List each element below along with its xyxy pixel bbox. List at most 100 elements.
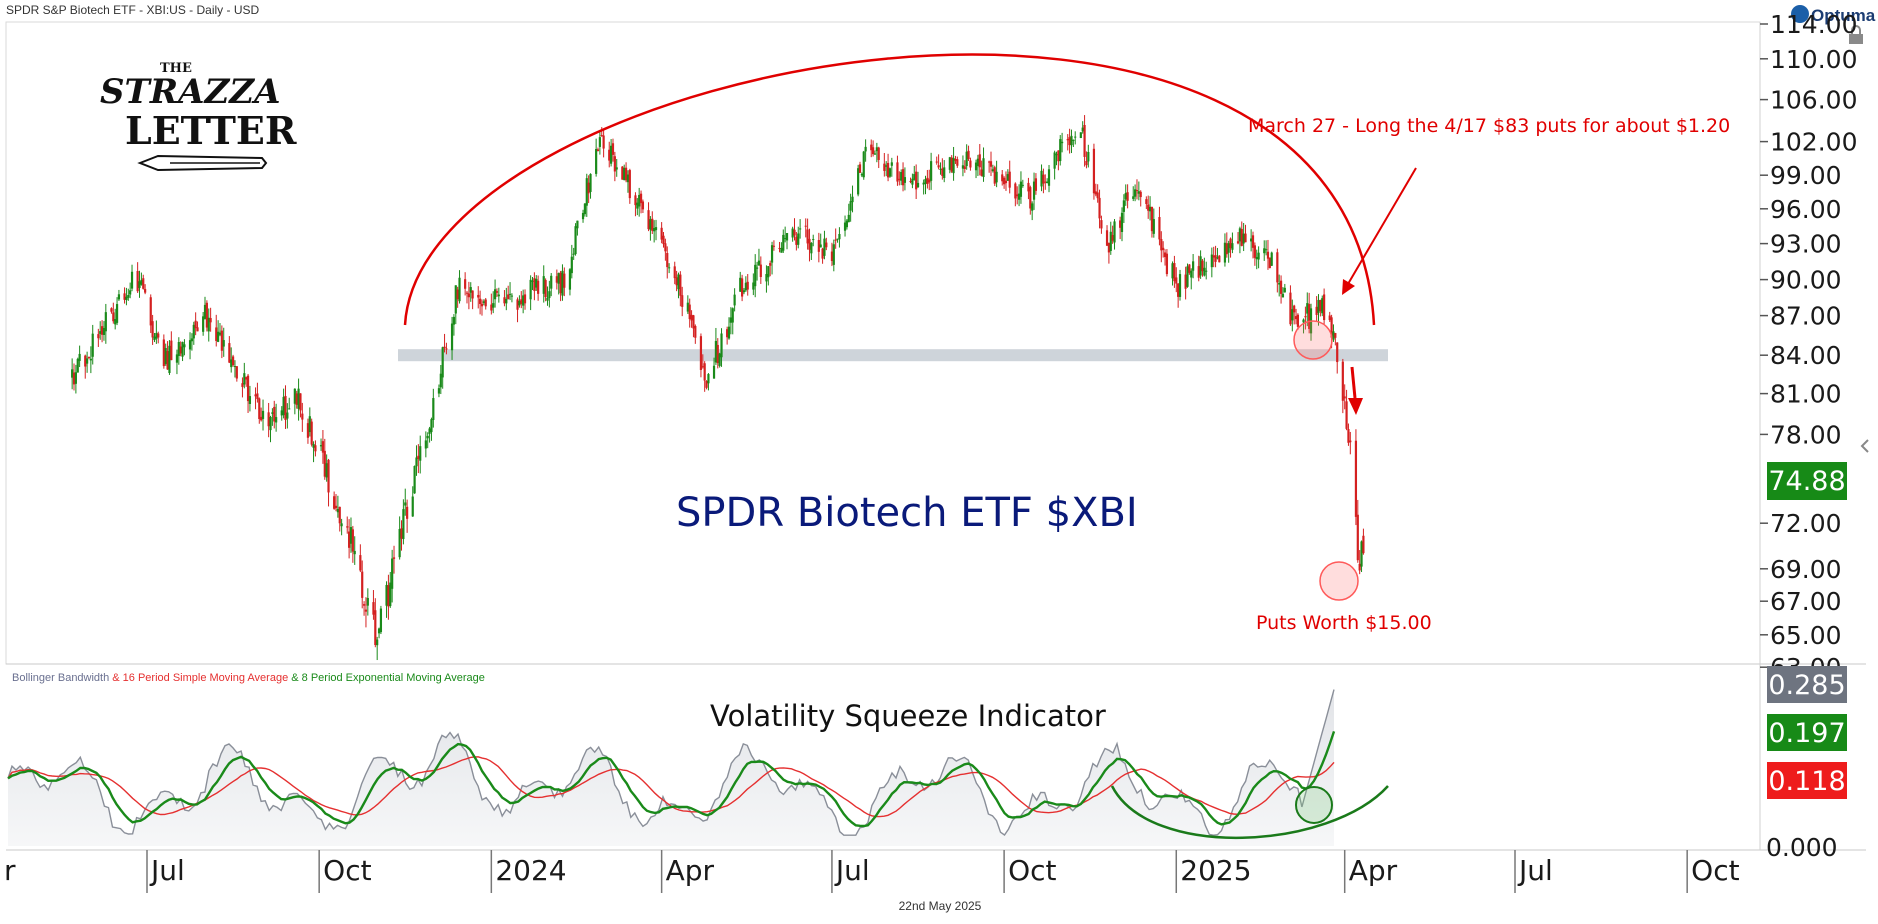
collapse-arrow-icon[interactable]: [1860, 439, 1869, 453]
candle-body: [714, 340, 718, 363]
candle-body: [819, 244, 822, 248]
candle-body: [1358, 563, 1361, 571]
annotation-arrow-diagonal: [1342, 167, 1417, 295]
puts-exit-circle: [1319, 561, 1359, 601]
candle-body: [963, 166, 966, 169]
candle-body: [1132, 196, 1135, 199]
candle-body: [664, 243, 667, 252]
candle-body: [175, 354, 179, 363]
candle-body: [1134, 189, 1137, 197]
candle-body: [563, 273, 566, 288]
candle-body: [1266, 251, 1270, 259]
strazza-letter-logo: THE STRAZZA LETTER: [100, 61, 297, 172]
candle-body: [608, 149, 611, 161]
candle-body: [1197, 266, 1200, 278]
candle-body: [1055, 154, 1058, 156]
candle-body: [1229, 238, 1232, 249]
candle-body: [888, 168, 892, 177]
candle-body: [379, 608, 383, 633]
candle-body: [546, 297, 549, 301]
candle-body: [860, 173, 863, 176]
candle-body: [1163, 252, 1167, 258]
candle-body: [1227, 243, 1230, 253]
candle-body: [246, 375, 250, 402]
candle-body: [1001, 174, 1004, 182]
candle-body: [1068, 137, 1071, 146]
candle-body: [885, 165, 888, 167]
candle-body: [849, 201, 852, 211]
lock-icon[interactable]: [1849, 25, 1863, 44]
candle-body: [898, 178, 901, 180]
candle-body: [941, 168, 944, 176]
candle-body: [308, 416, 311, 433]
candle-body: [596, 149, 600, 152]
candle-body: [754, 264, 757, 287]
candle-body: [641, 201, 645, 210]
candle-body: [568, 269, 572, 290]
bbw-value-badge-bg: [1767, 666, 1847, 703]
candle-body: [570, 256, 573, 274]
candle-body: [1250, 238, 1253, 242]
candle-body: [890, 162, 893, 166]
candle-body: [456, 289, 459, 300]
candle-body: [327, 459, 330, 493]
y-tick-label: 67.00: [1770, 587, 1842, 616]
candle-body: [151, 321, 154, 338]
candle-body: [533, 278, 536, 291]
candle-body: [334, 505, 338, 509]
candle-body: [1079, 132, 1082, 139]
candle-body: [634, 195, 637, 206]
candle-body: [398, 528, 401, 558]
candle-body: [742, 290, 746, 293]
candle-body: [1216, 257, 1219, 259]
logo-the: THE: [160, 61, 192, 76]
candle-body: [493, 289, 497, 300]
candle-body: [1124, 193, 1127, 200]
candle-body: [432, 398, 435, 420]
indicator-zero-tick: 0.000: [1766, 833, 1838, 862]
bbw-value-badge: 0.285: [1767, 666, 1847, 703]
candle-body: [705, 380, 708, 388]
candle-body: [1279, 280, 1283, 294]
candle-body: [872, 147, 875, 155]
candle-body: [995, 171, 998, 183]
candle-body: [503, 297, 506, 304]
candle-body: [1150, 206, 1154, 232]
price-candles: [71, 115, 1365, 661]
squeeze-circle: [1295, 786, 1333, 824]
candle-body: [323, 450, 326, 477]
candle-body: [883, 163, 886, 171]
candle-body: [639, 193, 643, 204]
candle-body: [149, 297, 152, 326]
candle-body: [377, 628, 381, 634]
candle-body: [1334, 333, 1337, 338]
y-tick-label: 110.00: [1770, 45, 1857, 74]
candle-body: [450, 323, 454, 351]
candle-body: [823, 238, 826, 256]
candle-body: [767, 266, 770, 278]
candle-body: [74, 372, 77, 384]
candle-body: [613, 156, 616, 172]
candle-body: [857, 168, 860, 195]
candle-body: [1100, 220, 1103, 229]
candle-body: [231, 356, 235, 366]
candle-body: [415, 457, 418, 467]
candle-body: [1360, 541, 1363, 567]
candle-body: [1085, 161, 1088, 166]
candle-body: [1212, 255, 1215, 258]
candle-body: [207, 317, 210, 332]
candle-body: [581, 212, 585, 220]
candle-body: [1257, 252, 1260, 260]
ema-line: [7, 731, 1336, 828]
candle-body: [115, 304, 119, 323]
candle-body: [479, 298, 482, 304]
candle-body: [909, 181, 912, 183]
candle-body: [254, 394, 257, 397]
candle-body: [795, 236, 798, 245]
candle-body: [471, 290, 474, 299]
candle-body: [1306, 303, 1309, 314]
candle-body: [1308, 304, 1311, 329]
candle-body: [1173, 263, 1176, 282]
candle-body: [325, 463, 328, 478]
candle-body: [297, 388, 300, 409]
